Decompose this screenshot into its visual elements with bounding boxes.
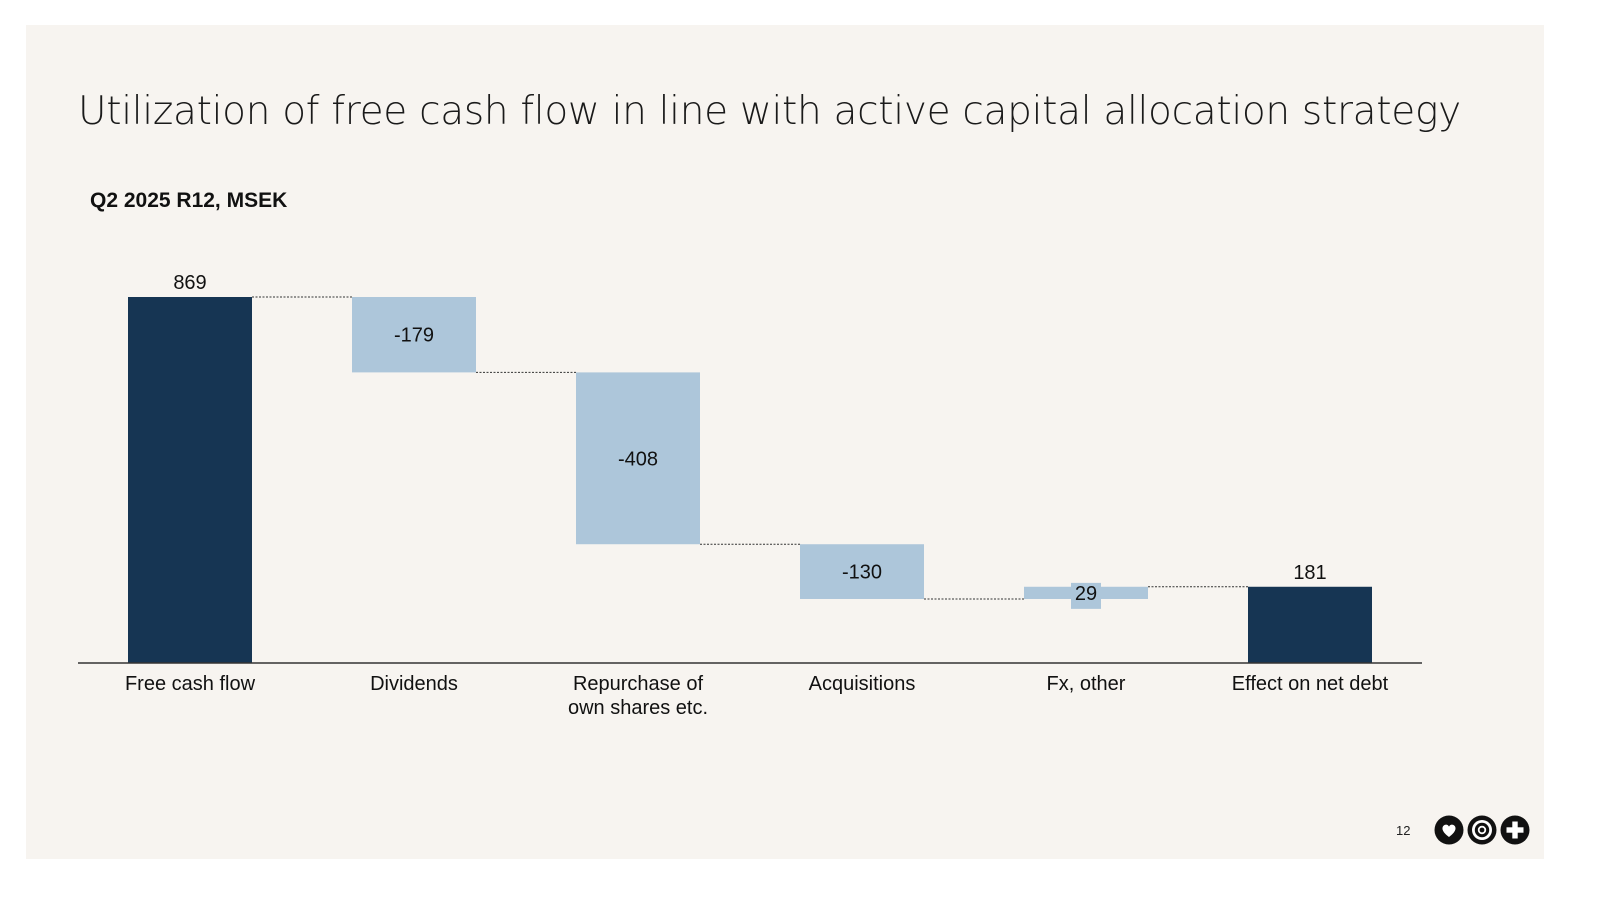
category-label: Free cash flow [125,673,256,695]
page-number: 12 [1396,823,1411,838]
data-label-background [1071,582,1101,609]
data-label: -130 [842,562,882,584]
total-bar [128,297,252,663]
category-label: Dividends [370,673,458,695]
change-bar [352,297,476,373]
category-label: Acquisitions [809,673,916,695]
data-label: 869 [173,272,206,294]
category-label: Effect on net debt [1232,673,1389,695]
slide: Utilization of free cash flow in line wi… [26,25,1544,859]
change-bar [800,544,924,599]
chart-subtitle: Q2 2025 R12, MSEK [90,189,288,212]
data-label: -179 [394,325,434,347]
category-label: Fx, other [1047,673,1126,695]
slide-title: Utilization of free cash flow in line wi… [78,89,1461,134]
waterfall-chart: 869 -179 -408 -130 29 181 Free cash flow Divide… [78,272,1422,719]
target-icon [1467,815,1497,845]
plus-icon [1500,815,1530,845]
change-bar [576,372,700,545]
category-label: Repurchase of [573,673,704,695]
data-label: 29 [1075,583,1097,605]
data-label: -408 [618,448,658,470]
brand-logo [1434,815,1530,845]
total-bar [1248,586,1372,663]
category-label: own shares etc. [568,697,708,719]
data-label: 181 [1293,562,1326,584]
heart-icon [1434,815,1464,845]
